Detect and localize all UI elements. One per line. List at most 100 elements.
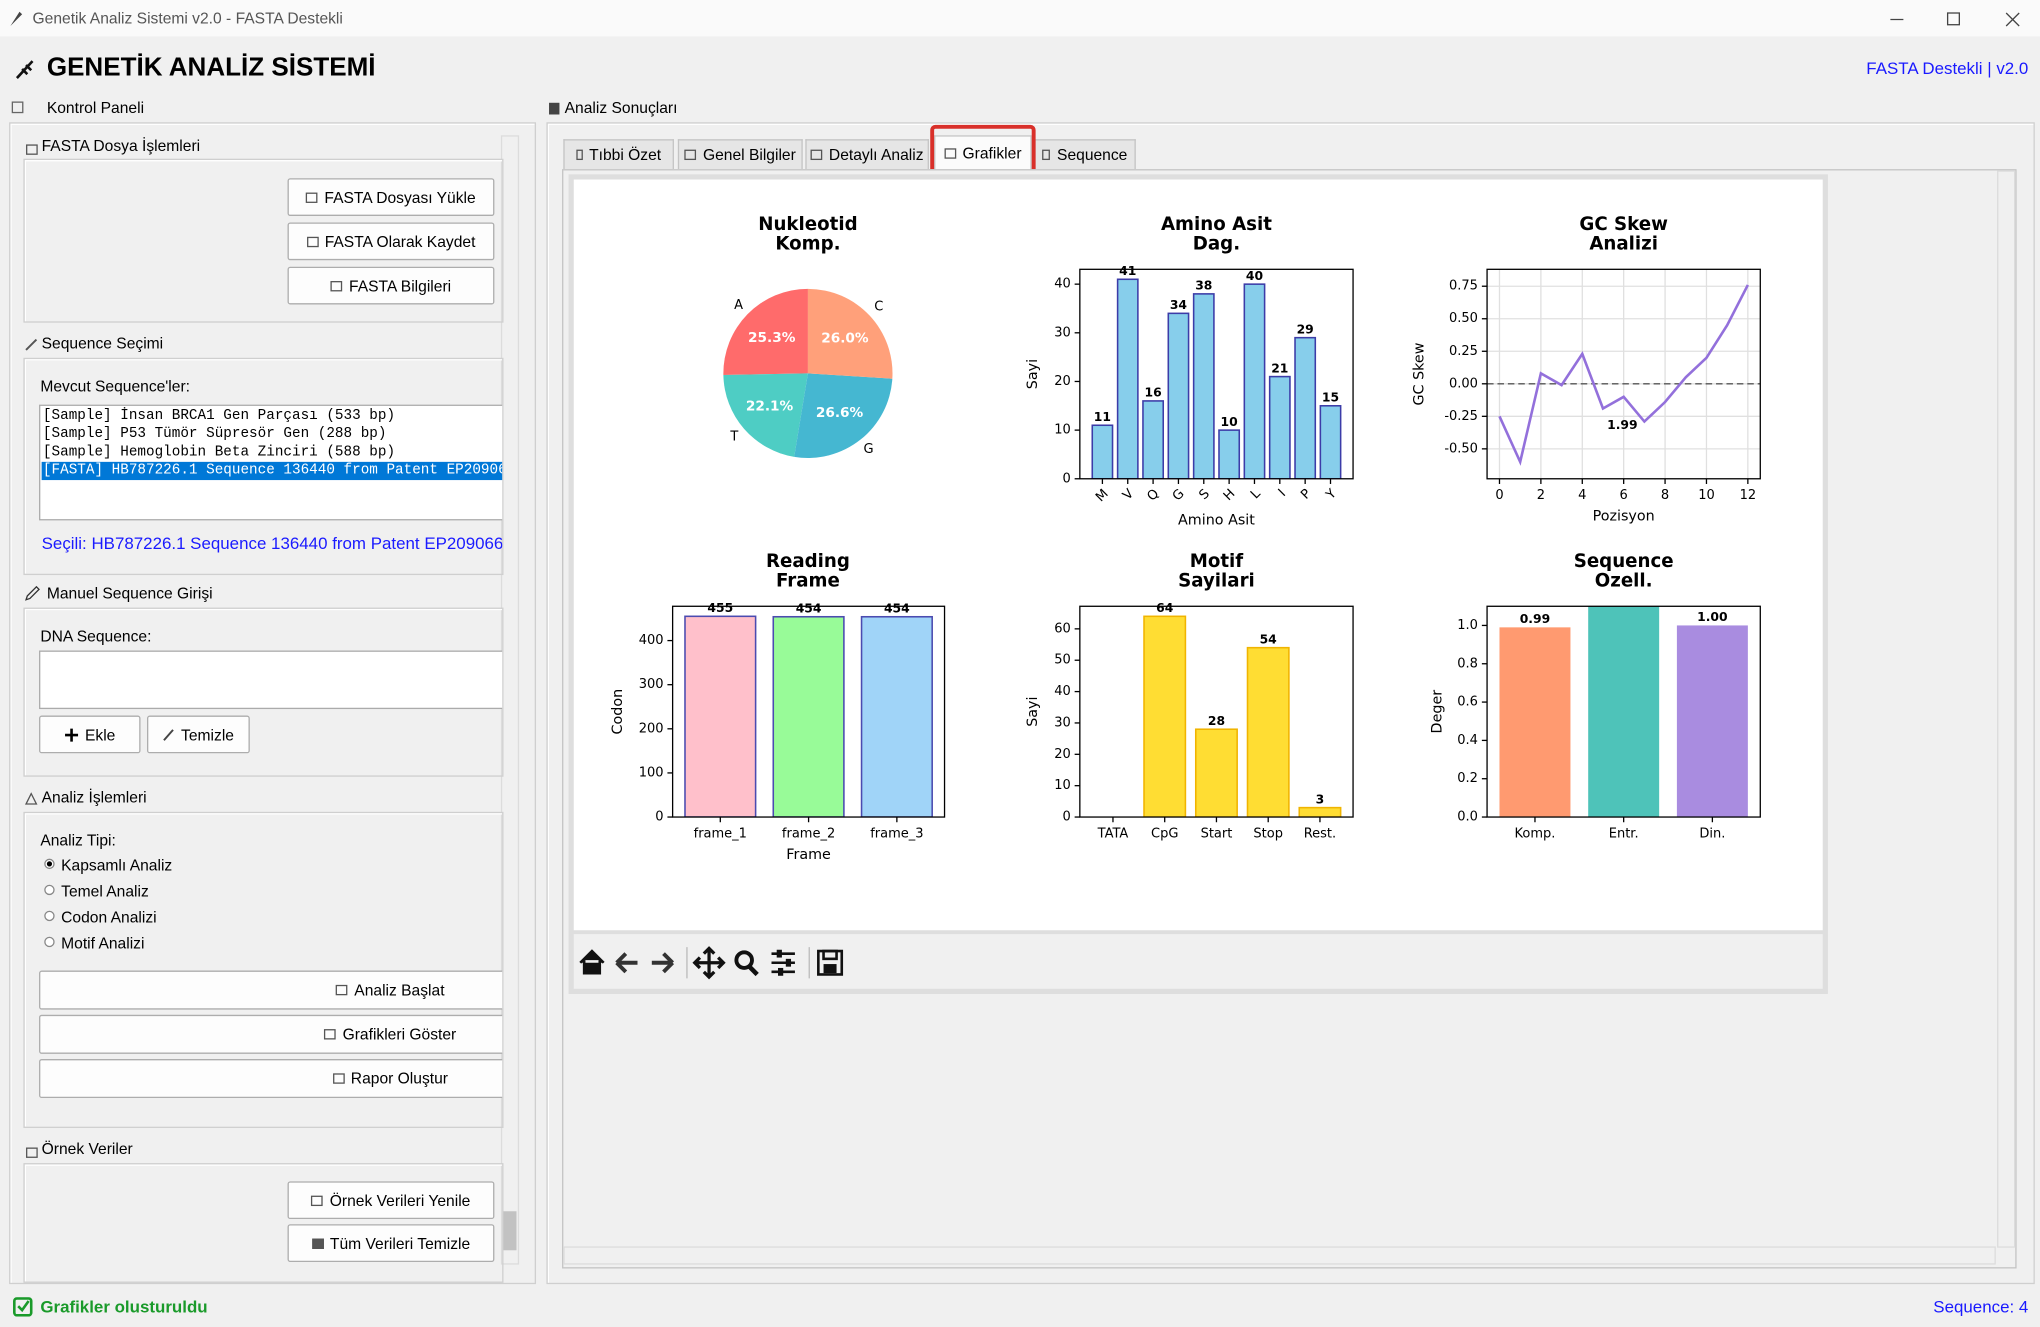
chart-title: Analizi xyxy=(1589,234,1658,255)
tab-label[interactable]: Grafikler xyxy=(962,144,1022,163)
radio-label[interactable]: Kapsamlı Analiz xyxy=(61,856,173,875)
window-controls[interactable] xyxy=(1873,8,2029,31)
tab[interactable]: Detaylı Analiz xyxy=(805,139,929,170)
bar xyxy=(1116,278,1139,479)
button[interactable]: Temizle xyxy=(147,715,250,754)
chart-title: Sequence xyxy=(1574,551,1674,572)
scroll-thumb[interactable] xyxy=(503,1211,517,1251)
y-tick-label: 0 xyxy=(655,810,663,825)
axes-frame xyxy=(1079,268,1354,480)
tab-label[interactable]: Tıbbi Özet xyxy=(589,145,662,164)
y-tick-label: -0.50 xyxy=(1444,441,1478,456)
section-icon xyxy=(24,792,38,805)
left-scrollbar[interactable] xyxy=(500,135,520,1265)
y-tick-label: 0.00 xyxy=(1449,376,1478,391)
radio[interactable] xyxy=(44,884,55,896)
x-tick-label: Y xyxy=(1323,486,1340,503)
radio[interactable] xyxy=(44,936,55,948)
h-scrollbar[interactable] xyxy=(563,1246,1996,1265)
radio-label[interactable]: Codon Analizi xyxy=(61,908,157,927)
y-axis-label: Deger xyxy=(1430,690,1446,734)
bar xyxy=(1091,424,1114,479)
app-header-title: GENETİK ANALİZ SİSTEMİ xyxy=(46,53,376,82)
y-axis-label: GC Skew xyxy=(1411,342,1427,405)
x-tick-label: frame_3 xyxy=(870,826,923,841)
button[interactable]: Analiz Başlat xyxy=(39,970,503,1010)
button[interactable]: FASTA Bilgileri xyxy=(287,266,495,305)
button[interactable]: Rapor Oluştur xyxy=(39,1059,503,1099)
x-axis-label: Pozisyon xyxy=(1593,509,1655,525)
x-tick-label: M xyxy=(1093,486,1112,505)
y-tick-label: 400 xyxy=(639,633,664,648)
value-label: 1.00 xyxy=(1697,610,1727,624)
tab[interactable]: Sequence xyxy=(1034,139,1136,170)
list-item[interactable]: [Sample] P53 Tümör Süpresör Gen (288 bp) xyxy=(42,426,387,443)
x-tick-label: frame_1 xyxy=(694,826,747,841)
value-label: 54 xyxy=(1260,632,1278,646)
bar xyxy=(1194,728,1238,818)
value-label: 34 xyxy=(1170,298,1188,312)
title-bar: Genetik Analiz Sistemi v2.0 - FASTA Dest… xyxy=(0,0,2040,37)
tab[interactable]: Tıbbi Özet xyxy=(563,139,674,170)
category-label: G xyxy=(863,442,873,457)
x-tick-label: H xyxy=(1221,486,1239,504)
tab[interactable]: Grafikler xyxy=(934,135,1032,171)
tab-label[interactable]: Sequence xyxy=(1057,145,1128,164)
bar xyxy=(1676,625,1748,818)
manual-frame: DNA Sequence: xyxy=(23,607,504,777)
toolbar-icons[interactable] xyxy=(574,934,860,989)
radio-label[interactable]: Temel Analiz xyxy=(61,882,149,901)
bar xyxy=(1142,400,1165,479)
list-item[interactable]: [Sample] Hemoglobin Beta Zinciri (588 bp… xyxy=(42,444,396,461)
value-label: 40 xyxy=(1246,269,1263,283)
list-item[interactable]: [Sample] İnsan BRCA1 Gen Parçası (533 bp… xyxy=(42,408,396,425)
version-label: FASTA Destekli | v2.0 xyxy=(1866,58,2029,79)
button-label: Analiz Başlat xyxy=(354,980,445,1000)
gc-skew-line xyxy=(1498,284,1750,466)
chart-title: Nukleotid xyxy=(758,214,857,235)
tab-label[interactable]: Detaylı Analiz xyxy=(828,145,924,164)
button[interactable]: FASTA Olarak Kaydet xyxy=(287,222,495,261)
tab[interactable]: Genel Bilgiler xyxy=(677,139,803,170)
value-label: 64 xyxy=(1156,601,1174,615)
button[interactable]: FASTA Dosyası Yükle xyxy=(287,178,495,216)
button[interactable]: Grafikleri Göster xyxy=(39,1014,503,1054)
list-item[interactable]: [FASTA] HB787226.1 Sequence 136440 from … xyxy=(41,461,503,481)
chart-title: Dag. xyxy=(1193,234,1240,255)
button[interactable]: Örnek Verileri Yenile xyxy=(287,1181,495,1220)
radio-label[interactable]: Motif Analizi xyxy=(61,934,145,953)
x-tick-label: 6 xyxy=(1620,488,1628,503)
sequence-list[interactable]: [Sample] İnsan BRCA1 Gen Parçası (533 bp… xyxy=(39,404,503,521)
section-icon xyxy=(26,1144,44,1162)
app-icon xyxy=(10,11,23,27)
button-label: Grafikleri Göster xyxy=(342,1025,457,1044)
dna-input[interactable] xyxy=(39,650,503,710)
chart-title: Frame xyxy=(776,571,840,592)
value-label: 38 xyxy=(1195,279,1212,293)
chart-title: Sayilari xyxy=(1178,571,1255,592)
brush-icon xyxy=(163,728,174,741)
bar xyxy=(1319,405,1342,479)
button[interactable]: Tüm Verileri Temizle xyxy=(287,1224,495,1262)
x-tick-label: Din. xyxy=(1699,826,1725,841)
y-tick-label: 0.25 xyxy=(1449,344,1478,359)
value-label: 3 xyxy=(1316,792,1325,806)
section-icon xyxy=(26,141,44,159)
v-scrollbar[interactable] xyxy=(1997,170,2016,1248)
button[interactable]: Ekle xyxy=(39,715,141,754)
toolbar xyxy=(573,934,1823,989)
radio[interactable] xyxy=(44,858,55,870)
radio[interactable] xyxy=(44,910,55,922)
panel-icon xyxy=(11,101,24,114)
chart-title: Ozell. xyxy=(1595,571,1653,592)
y-tick-label: 10 xyxy=(1054,423,1071,438)
slice-label: 22.1% xyxy=(746,399,794,415)
category-label: C xyxy=(874,299,883,314)
plus-icon xyxy=(65,727,79,741)
sequence-count: Sequence: 4 xyxy=(1933,1297,2029,1317)
section-icon xyxy=(24,585,40,601)
tab-label[interactable]: Genel Bilgiler xyxy=(702,145,796,164)
slice-label: 26.0% xyxy=(821,331,869,347)
x-tick-label: Rest. xyxy=(1304,826,1336,841)
